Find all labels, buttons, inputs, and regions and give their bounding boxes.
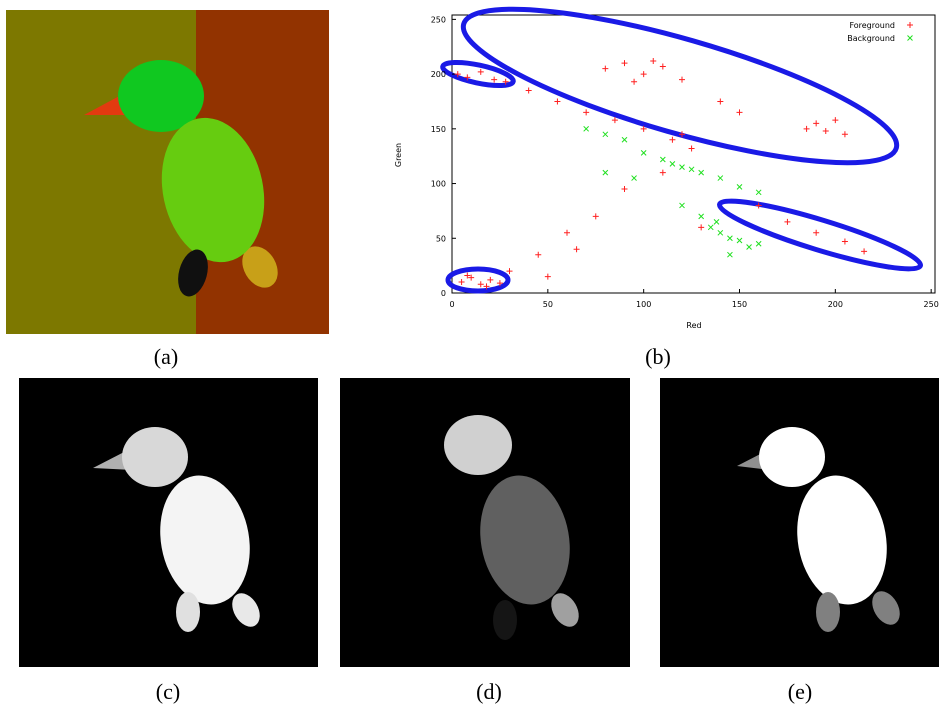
point — [660, 63, 666, 69]
point — [603, 132, 608, 137]
point — [526, 88, 532, 94]
point — [603, 170, 608, 175]
point — [641, 150, 646, 155]
point — [689, 146, 695, 152]
point — [737, 184, 742, 189]
point — [699, 170, 704, 175]
panel-label: (a) — [154, 344, 178, 369]
point — [832, 117, 838, 123]
point — [756, 241, 761, 246]
point — [564, 230, 570, 236]
point — [584, 126, 589, 131]
legend-label: Foreground — [849, 21, 895, 30]
point — [737, 238, 742, 243]
x-axis-label: Red — [686, 321, 701, 330]
point — [727, 236, 732, 241]
point — [660, 157, 665, 162]
point — [784, 219, 790, 225]
point — [670, 161, 675, 166]
point — [535, 252, 541, 258]
panel-label: (e) — [788, 679, 812, 704]
point — [842, 131, 848, 137]
point — [507, 268, 513, 274]
legend-marker — [908, 36, 913, 41]
y-axis-label: Green — [394, 143, 403, 167]
point — [823, 128, 829, 134]
point — [699, 214, 704, 219]
image-c — [19, 378, 318, 667]
point — [632, 176, 637, 181]
point — [669, 137, 675, 143]
image-a — [6, 10, 329, 334]
point — [717, 98, 723, 104]
x-tick-label: 250 — [924, 300, 939, 309]
x-tick-label: 100 — [636, 300, 651, 309]
point — [727, 252, 732, 257]
figure: Red Green (a) (b) (c) (d) (e) 0 50 100 150 2… — [0, 0, 939, 710]
image-e — [660, 378, 939, 667]
point — [660, 170, 666, 176]
image-d — [340, 378, 630, 667]
point — [622, 186, 628, 192]
point — [554, 98, 560, 104]
point — [487, 277, 493, 283]
panel-label: (d) — [476, 679, 502, 704]
point — [622, 137, 627, 142]
panel-label: (b) — [645, 344, 671, 369]
legend-marker — [907, 22, 913, 28]
point — [842, 239, 848, 245]
point — [631, 79, 637, 85]
point — [545, 274, 551, 280]
x-tick-label: 0 — [449, 300, 454, 309]
point — [861, 248, 867, 254]
y-tick-label: 200 — [431, 70, 446, 79]
point — [680, 165, 685, 170]
point — [602, 66, 608, 72]
point — [593, 213, 599, 219]
y-tick-label: 250 — [431, 15, 446, 24]
point — [650, 58, 656, 64]
panel-label: (c) — [156, 679, 180, 704]
point — [680, 203, 685, 208]
point — [574, 246, 580, 252]
point — [756, 190, 761, 195]
point — [478, 281, 484, 287]
x-tick-label: 200 — [828, 300, 843, 309]
x-tick-label: 150 — [732, 300, 747, 309]
y-tick-label: 100 — [431, 180, 446, 189]
point — [737, 109, 743, 115]
point — [698, 224, 704, 230]
point — [813, 230, 819, 236]
point — [583, 109, 589, 115]
point — [478, 69, 484, 75]
point — [641, 71, 647, 77]
decision-boundaries — [441, 0, 925, 291]
point — [747, 245, 752, 250]
point — [718, 176, 723, 181]
point — [622, 60, 628, 66]
point — [459, 279, 465, 285]
point — [718, 230, 723, 235]
point — [804, 126, 810, 132]
point — [714, 219, 719, 224]
point — [689, 167, 694, 172]
point — [813, 120, 819, 126]
x-tick-label: 50 — [543, 300, 553, 309]
legend-label: Background — [847, 34, 895, 43]
y-tick-label: 50 — [436, 234, 446, 243]
page: Red Green (a) (b) (c) (d) (e) 0 50 100 150 2… — [0, 0, 939, 710]
y-tick-label: 150 — [431, 125, 446, 134]
point — [708, 225, 713, 230]
y-tick-label: 0 — [441, 289, 446, 298]
point — [491, 77, 497, 83]
point — [679, 77, 685, 83]
